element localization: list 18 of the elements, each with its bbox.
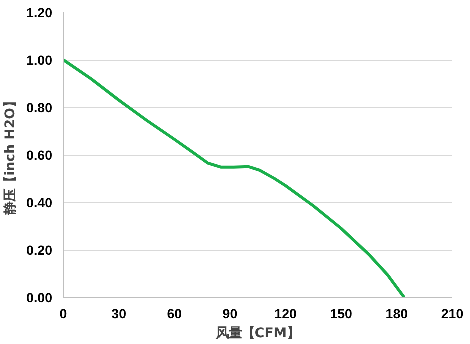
y-tick-label: 0.40 [26,196,53,210]
y-tick-label: 1.20 [26,6,53,20]
x-tick-label: 0 [60,306,68,322]
x-tick-label: 180 [386,306,408,322]
x-tick-label: 90 [222,306,238,322]
y-tick-label: 1.00 [26,53,53,68]
y-tick-label: 0.80 [26,100,53,116]
y-tick-label: 0.00 [26,290,53,306]
x-tick-label: 30 [112,306,126,322]
x-tick-label: 60 [167,306,182,322]
y-tick-label: 0.60 [26,148,53,163]
y-tick-label: 0.20 [26,243,53,258]
y-axis-title: 静压【inch H2O】 [2,95,19,216]
x-axis-title: 风量【CFM】 [214,326,300,342]
x-tick-label: 150 [330,306,352,322]
line-series [64,58,406,298]
x-tick-label: 210 [441,306,464,322]
x-tick-label: 120 [274,306,297,322]
